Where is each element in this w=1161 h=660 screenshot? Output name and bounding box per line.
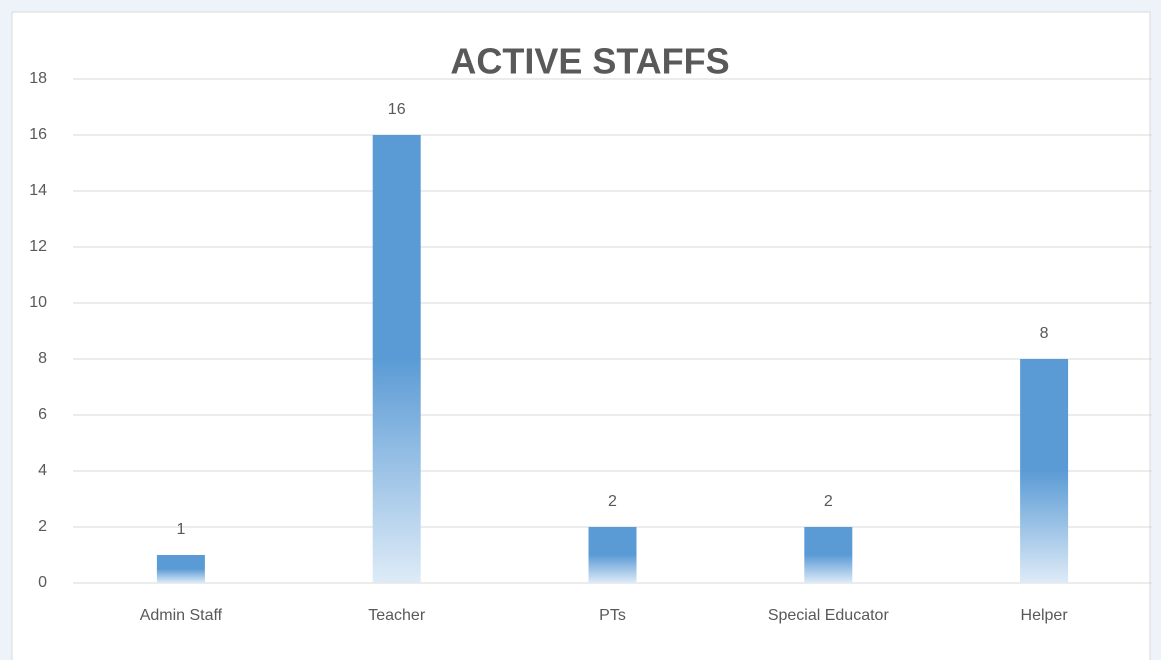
y-tick-label: 12	[29, 238, 47, 255]
bar	[372, 135, 421, 583]
x-tick-label: Teacher	[368, 607, 426, 624]
x-tick-label: Helper	[1021, 607, 1069, 624]
data-label: 2	[824, 493, 833, 510]
y-tick-label: 14	[29, 182, 47, 199]
data-label: 2	[608, 493, 617, 510]
bar	[1020, 359, 1069, 583]
y-tick-label: 4	[38, 462, 47, 479]
data-label: 1	[176, 521, 185, 538]
y-tick-label: 0	[38, 574, 47, 591]
x-tick-label: Special Educator	[768, 607, 890, 624]
data-label: 16	[388, 101, 406, 118]
x-tick-label: Admin Staff	[140, 607, 223, 624]
bar	[588, 527, 637, 583]
y-tick-label: 10	[29, 294, 47, 311]
x-tick-label: PTs	[599, 607, 626, 624]
y-tick-label: 16	[29, 126, 47, 143]
bar	[156, 555, 205, 583]
y-tick-label: 8	[38, 350, 47, 367]
y-tick-label: 2	[38, 518, 47, 535]
y-tick-label: 18	[29, 70, 47, 87]
data-label: 8	[1040, 325, 1049, 342]
chart-area	[11, 11, 1151, 660]
y-tick-label: 6	[38, 406, 47, 423]
chart-title: ACTIVE STAFFS	[450, 41, 729, 82]
bar	[804, 527, 853, 583]
